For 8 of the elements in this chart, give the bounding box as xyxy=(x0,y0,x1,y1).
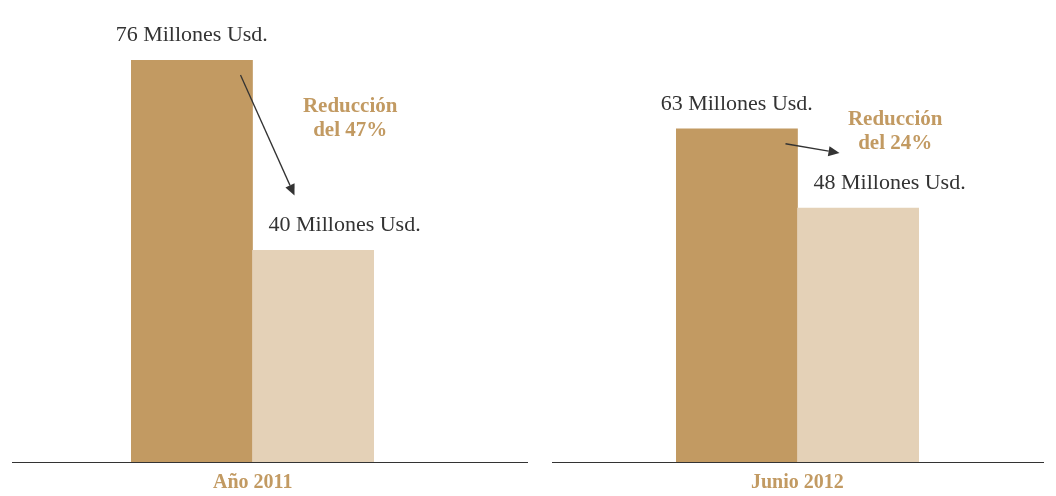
data-label: 48 Millones Usd. xyxy=(813,168,966,194)
data-label: 63 Millones Usd. xyxy=(660,89,813,115)
data-label: 40 Millones Usd. xyxy=(268,211,421,237)
x-axis-title: Junio 2012 xyxy=(751,470,844,493)
x-axis-title: Año 2011 xyxy=(213,470,293,493)
annotation: Reducción del 24% xyxy=(846,106,944,155)
annotation: Reducción del 47% xyxy=(301,93,399,142)
data-label: 76 Millones Usd. xyxy=(115,20,268,46)
